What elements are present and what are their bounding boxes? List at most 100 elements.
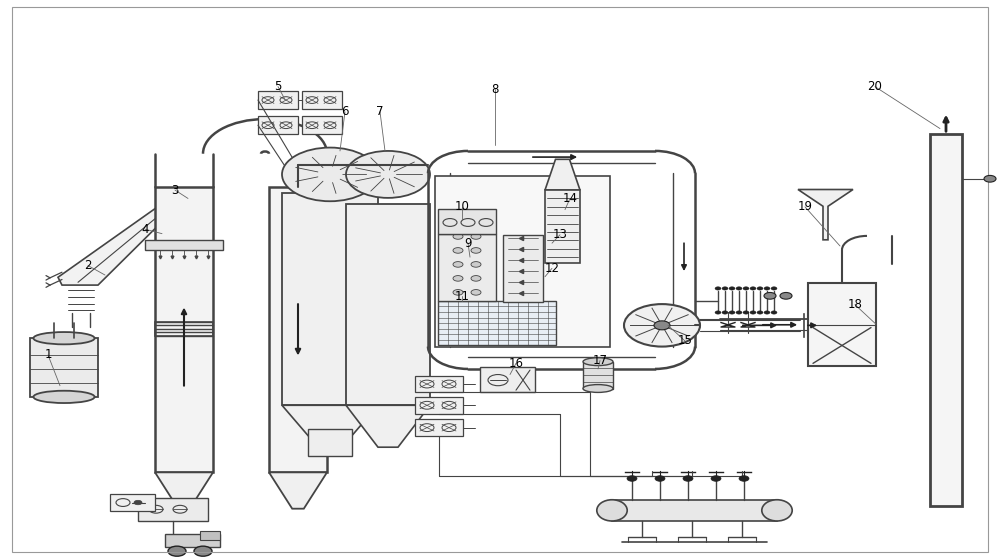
Bar (438, 234, 496, 301)
Circle shape (715, 311, 721, 314)
Text: 16: 16 (509, 357, 524, 370)
Bar (200, 531, 220, 540)
Text: 7: 7 (376, 105, 384, 119)
Circle shape (736, 287, 742, 290)
Ellipse shape (597, 500, 627, 521)
Bar (808, 283, 876, 366)
Bar (138, 498, 208, 521)
Circle shape (471, 276, 481, 281)
Circle shape (715, 287, 721, 290)
Circle shape (736, 311, 742, 314)
Bar (583, 362, 613, 389)
Text: 20: 20 (868, 80, 882, 93)
Circle shape (711, 476, 721, 481)
Bar (930, 134, 962, 506)
Polygon shape (798, 190, 853, 240)
Circle shape (757, 311, 763, 314)
Circle shape (780, 292, 792, 299)
Bar (30, 338, 98, 397)
Ellipse shape (583, 385, 613, 392)
Circle shape (743, 311, 749, 314)
Bar (258, 116, 298, 134)
Text: 13: 13 (553, 228, 567, 241)
Text: 4: 4 (141, 222, 149, 236)
Circle shape (683, 476, 693, 481)
Text: 19: 19 (798, 200, 812, 214)
Circle shape (168, 546, 186, 556)
Bar (302, 91, 342, 109)
Circle shape (722, 287, 728, 290)
Polygon shape (282, 405, 378, 447)
Bar (258, 91, 298, 109)
Text: 8: 8 (491, 83, 499, 96)
Circle shape (739, 476, 749, 481)
Circle shape (764, 287, 770, 290)
Circle shape (194, 546, 212, 556)
Text: 6: 6 (341, 105, 349, 119)
Bar (110, 494, 155, 511)
Polygon shape (58, 208, 192, 285)
Circle shape (134, 500, 142, 505)
Circle shape (654, 321, 670, 330)
Text: 1: 1 (44, 348, 52, 362)
Circle shape (624, 304, 700, 347)
Circle shape (750, 287, 756, 290)
Text: 2: 2 (84, 259, 92, 272)
Circle shape (750, 311, 756, 314)
Ellipse shape (33, 391, 95, 403)
Circle shape (757, 287, 763, 290)
Ellipse shape (583, 358, 613, 366)
Text: 18: 18 (848, 298, 862, 311)
Circle shape (471, 262, 481, 267)
Text: 17: 17 (592, 354, 608, 367)
Circle shape (655, 476, 665, 481)
Circle shape (471, 248, 481, 253)
Bar (545, 190, 580, 263)
Circle shape (453, 276, 463, 281)
Circle shape (471, 290, 481, 295)
Circle shape (764, 311, 770, 314)
Circle shape (743, 287, 749, 290)
Text: 12: 12 (544, 262, 560, 275)
Bar (503, 235, 543, 302)
Circle shape (729, 311, 735, 314)
Bar (302, 116, 342, 134)
Bar (415, 397, 463, 414)
Circle shape (771, 287, 777, 290)
Circle shape (771, 311, 777, 314)
Circle shape (722, 311, 728, 314)
Bar (415, 376, 463, 392)
Text: 10: 10 (455, 200, 469, 214)
Bar (145, 240, 223, 250)
Circle shape (346, 151, 430, 198)
Text: 14: 14 (562, 192, 578, 205)
Text: 3: 3 (171, 183, 179, 197)
Bar (308, 429, 352, 456)
Ellipse shape (33, 332, 95, 344)
Polygon shape (155, 472, 213, 509)
Text: 9: 9 (464, 236, 472, 250)
Ellipse shape (762, 500, 792, 521)
Circle shape (453, 248, 463, 253)
Circle shape (453, 262, 463, 267)
Bar (480, 367, 535, 392)
Bar (438, 209, 496, 234)
Polygon shape (269, 472, 327, 509)
Circle shape (453, 234, 463, 239)
Polygon shape (346, 405, 430, 447)
Circle shape (764, 292, 776, 299)
Bar (612, 500, 777, 521)
Bar (415, 419, 463, 436)
Bar (155, 187, 213, 472)
Bar (435, 176, 610, 347)
Circle shape (471, 234, 481, 239)
Circle shape (984, 176, 996, 182)
Text: 5: 5 (274, 80, 282, 93)
Bar (269, 187, 327, 472)
Circle shape (282, 148, 378, 201)
Circle shape (627, 476, 637, 481)
Bar (165, 534, 220, 547)
Circle shape (729, 287, 735, 290)
Circle shape (453, 290, 463, 295)
Text: 11: 11 (454, 290, 470, 303)
